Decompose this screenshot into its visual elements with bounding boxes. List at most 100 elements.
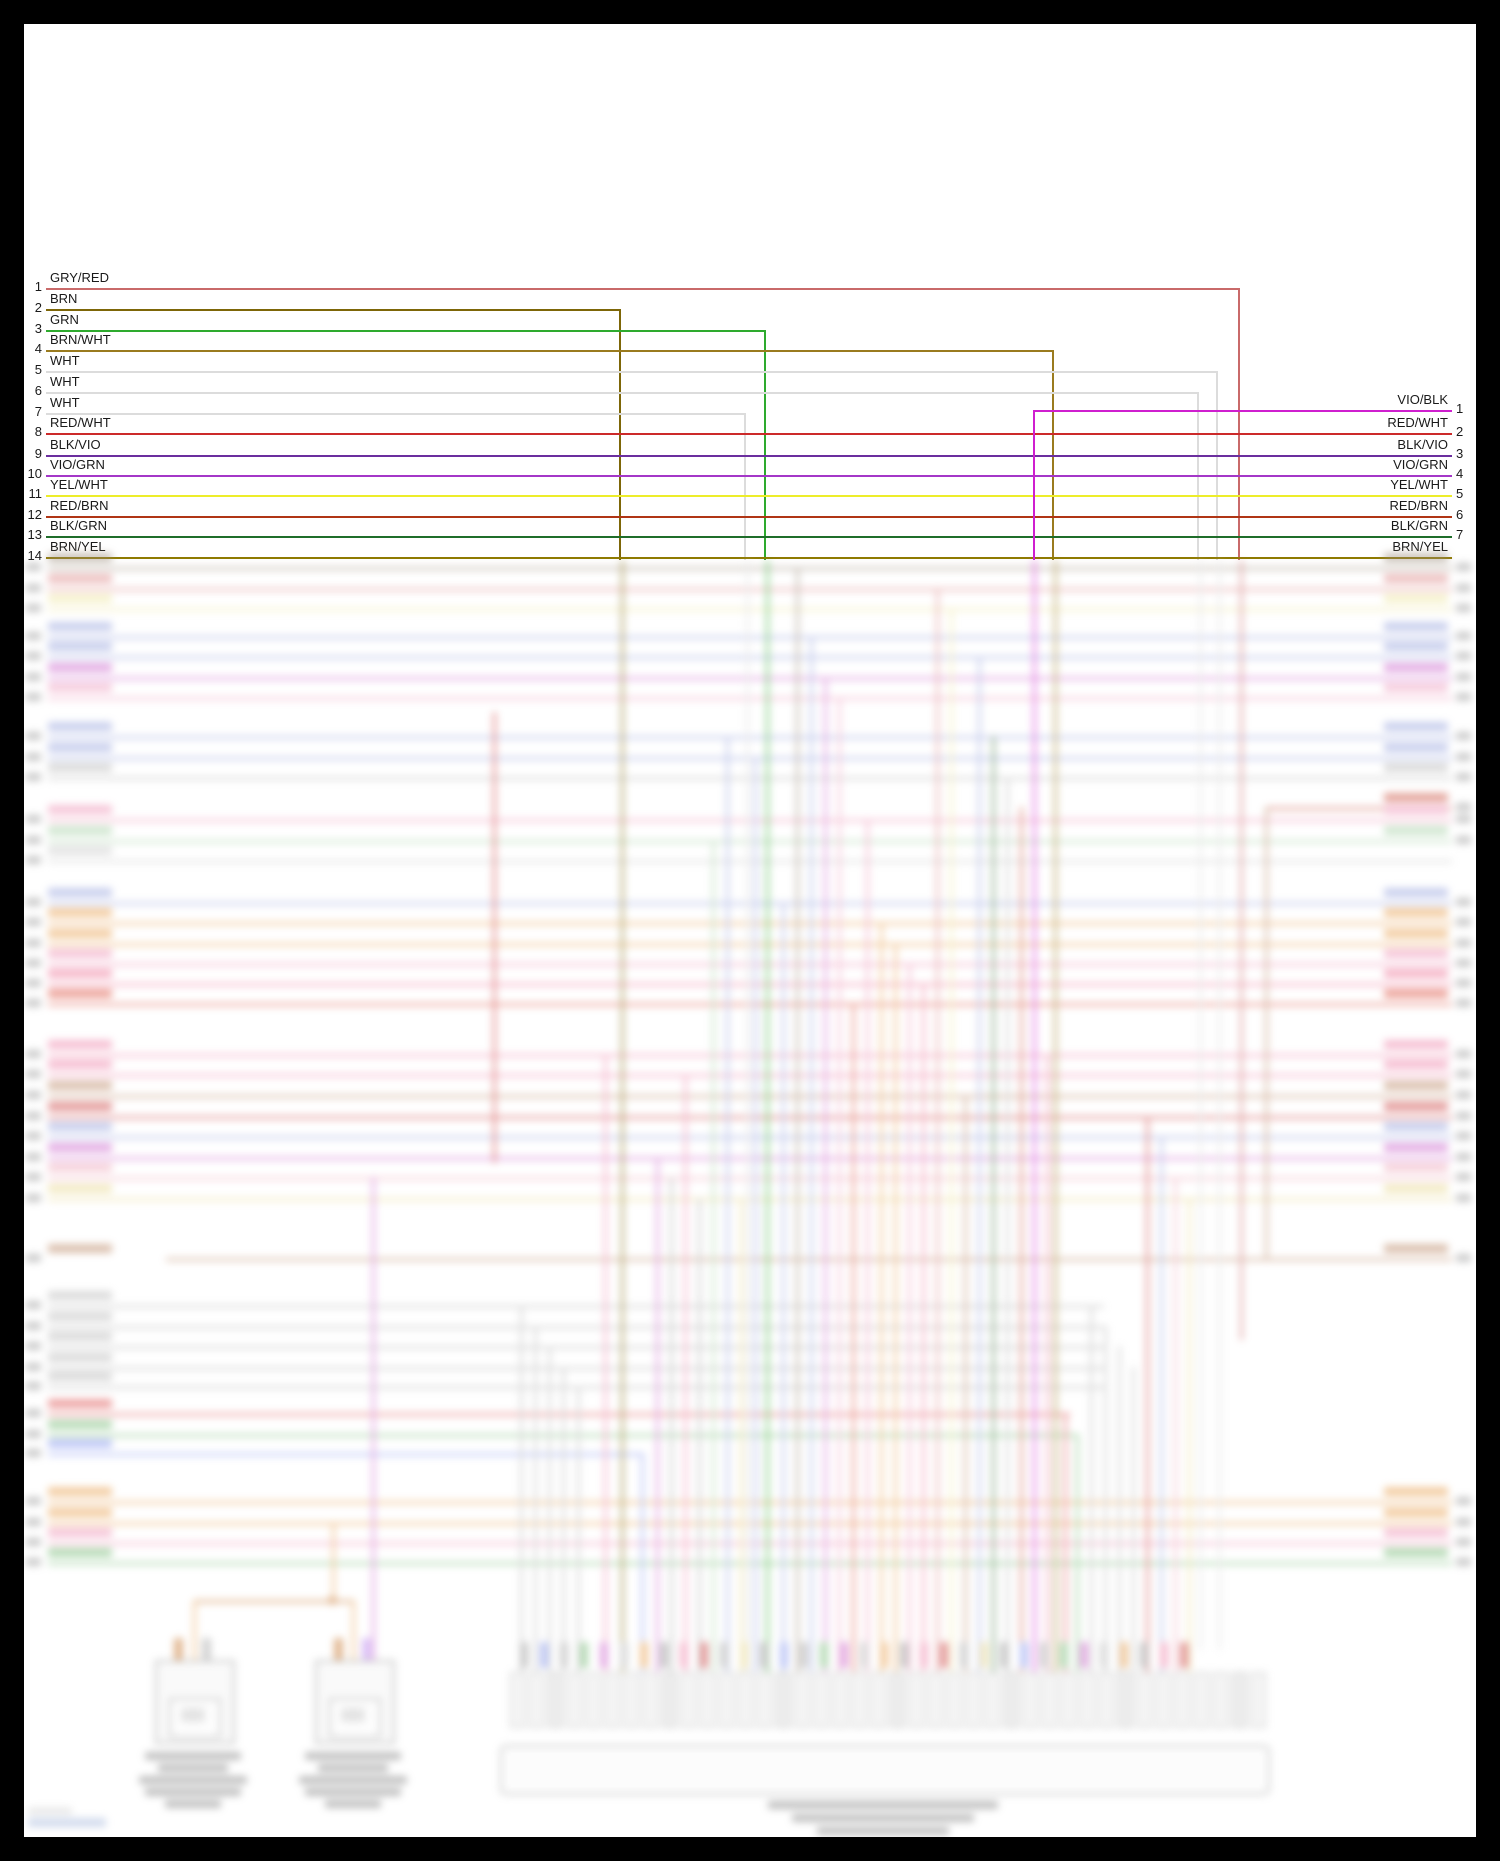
- connector-pin: [947, 1672, 962, 1728]
- wire-segment: [1064, 1413, 1067, 1672]
- blurred-text: [26, 959, 41, 967]
- wire-line: [46, 350, 1054, 352]
- blurred-text: [26, 1254, 41, 1262]
- blurred-text: [1456, 898, 1471, 906]
- wire-label: RED/WHT: [1387, 415, 1448, 430]
- wire-number: 1: [34, 279, 42, 294]
- blurred-text: [1456, 918, 1471, 926]
- blurred-text: [1456, 1518, 1471, 1526]
- connector-pin: [510, 1672, 525, 1728]
- wire-segment: [48, 1003, 1452, 1006]
- wire-segment: [992, 736, 995, 1672]
- wire-segment: [48, 1095, 1452, 1098]
- blurred-text: [1456, 1070, 1471, 1078]
- blurred-text: [26, 815, 41, 823]
- wire-number: 7: [1456, 527, 1464, 542]
- wire-number: 7: [34, 404, 42, 419]
- connector-pin: [1118, 1672, 1133, 1728]
- blurred-text: [26, 1518, 41, 1526]
- wire-number: 2: [34, 300, 42, 315]
- blurred-text: [1456, 815, 1471, 823]
- connector-pin: [966, 1672, 981, 1728]
- blurred-text: [48, 1102, 112, 1111]
- wire-segment: [866, 819, 869, 1672]
- wire-segment: [1160, 1136, 1163, 1672]
- connector-pin: [1251, 1672, 1266, 1728]
- blurred-text: [1456, 999, 1471, 1007]
- wire-segment: [48, 1542, 1452, 1545]
- blurred-text: [900, 1642, 908, 1668]
- blurred-text: [26, 1430, 41, 1438]
- connector-pin: [681, 1672, 696, 1728]
- wire-label: BLK/GRN: [1390, 518, 1448, 533]
- wire-segment: [48, 1346, 1104, 1349]
- wire-segment: [754, 757, 757, 1672]
- blurred-text: [1384, 663, 1448, 672]
- blurred-text: [1384, 683, 1448, 692]
- blurred-text: [1456, 939, 1471, 947]
- wire-segment: [1265, 807, 1452, 810]
- wire-segment: [48, 567, 1452, 570]
- wire-segment: [48, 943, 1452, 946]
- wire-segment: [810, 636, 813, 1672]
- blurred-text: [1456, 673, 1471, 681]
- blurred-text: [48, 1353, 112, 1362]
- blurred-text: [26, 1132, 41, 1140]
- wire-number: 11: [28, 486, 43, 501]
- blurred-text: [1384, 1244, 1448, 1253]
- wire-line: [46, 455, 1452, 457]
- blurred-text: [26, 652, 41, 660]
- blurred-text: [299, 1776, 407, 1784]
- blurred-text: [1456, 1254, 1471, 1262]
- wire-segment: [48, 1522, 1452, 1525]
- blurred-text: [1456, 563, 1471, 571]
- blurred-text: [1384, 1060, 1448, 1069]
- wire-segment: [48, 1305, 1104, 1308]
- connector-pin: [985, 1672, 1000, 1728]
- wire-number: 2: [1456, 424, 1464, 439]
- blurred-text: [1140, 1642, 1148, 1668]
- blurred-text: [165, 1800, 221, 1808]
- wire-segment: [684, 1074, 687, 1672]
- wire-segment: [908, 963, 911, 1672]
- blurred-text: [1384, 1528, 1448, 1537]
- blurred-text: [48, 743, 112, 752]
- connector-pin: [814, 1672, 829, 1728]
- wire-label: VIO/GRN: [50, 457, 105, 472]
- blurred-text: [820, 1642, 828, 1668]
- blurred-text: [1384, 1081, 1448, 1090]
- blurred-text: [1000, 1642, 1008, 1668]
- blurred-text: [48, 1420, 112, 1429]
- wire-number: 6: [34, 383, 42, 398]
- wire-line: [744, 413, 746, 560]
- wire-segment: [656, 1157, 659, 1672]
- blurred-text: [26, 1070, 41, 1078]
- wire-number: 8: [34, 424, 42, 439]
- wire-segment: [48, 1367, 1104, 1370]
- blurred-text: [28, 1818, 106, 1827]
- blurred-text: [560, 1642, 568, 1668]
- blurred-text: [1384, 969, 1448, 978]
- wire-segment: [1076, 1434, 1079, 1672]
- wire-line: [1216, 371, 1218, 560]
- connector-pin: [548, 1672, 563, 1728]
- wire-segment: [48, 777, 1452, 780]
- wire-line: [1033, 410, 1452, 412]
- wire-segment: [698, 1198, 701, 1672]
- blurred-text: [780, 1642, 788, 1668]
- blurred-text: [1160, 1642, 1168, 1668]
- wire-label: BLK/VIO: [50, 437, 101, 452]
- blurred-text: [1384, 594, 1448, 603]
- blurred-text: [940, 1642, 948, 1668]
- blurred-text: [1456, 604, 1471, 612]
- wire-segment: [1033, 560, 1036, 1672]
- wire-number: 5: [1456, 486, 1464, 501]
- blurred-text: [1384, 1040, 1448, 1049]
- blurred-text: [26, 673, 41, 681]
- blurred-text: [880, 1642, 888, 1668]
- blurred-text: [1456, 1132, 1471, 1140]
- blurred-text: [26, 1409, 41, 1417]
- wire-segment: [824, 677, 827, 1672]
- blurred-text: [1456, 1050, 1471, 1058]
- connector-pin: [586, 1672, 601, 1728]
